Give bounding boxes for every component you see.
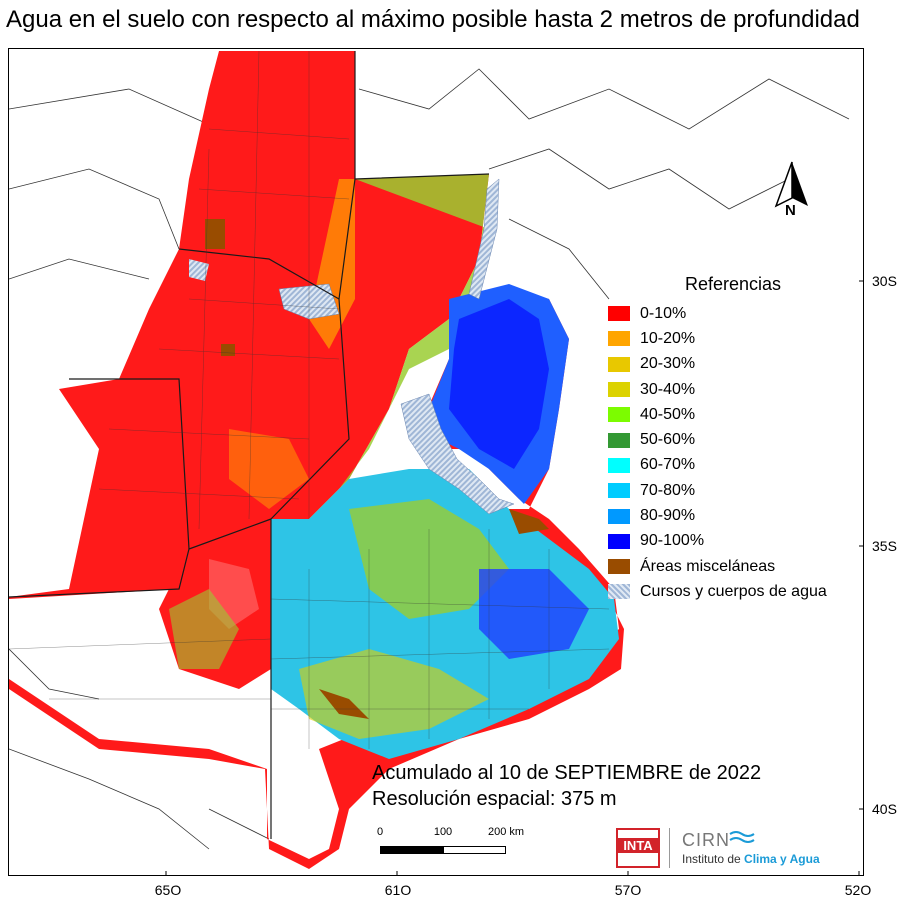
cirn-waves-icon bbox=[729, 831, 755, 843]
legend-swatch bbox=[608, 356, 630, 372]
legend-label: 20-30% bbox=[640, 355, 696, 373]
map-frame bbox=[8, 48, 864, 876]
north-label: N bbox=[785, 202, 796, 219]
x-tick-label: 57O bbox=[614, 882, 642, 898]
y-tick-label: 30S bbox=[872, 273, 897, 289]
legend-item: 10-20% bbox=[600, 326, 860, 351]
scale-label: 100 bbox=[433, 826, 453, 838]
legend-swatch bbox=[608, 331, 630, 347]
legend-item: 40-50% bbox=[600, 402, 860, 427]
legend-item: Áreas misceláneas bbox=[600, 554, 860, 579]
legend-swatch bbox=[608, 533, 630, 549]
legend-label: 70-80% bbox=[640, 481, 696, 499]
soil-water-region bbox=[9, 51, 624, 869]
legend-label: 80-90% bbox=[640, 507, 696, 525]
legend-swatch bbox=[608, 432, 630, 448]
y-tick-label: 40S bbox=[872, 801, 897, 817]
legend-swatch bbox=[608, 559, 630, 575]
x-tick-label: 61O bbox=[384, 882, 412, 898]
legend-swatch bbox=[608, 584, 630, 600]
inta-logo-text: INTA bbox=[618, 838, 658, 853]
legend-item: 70-80% bbox=[600, 478, 860, 503]
resolution-note: Resolución espacial: 375 m bbox=[372, 788, 617, 810]
map-title: Agua en el suelo con respecto al máximo … bbox=[6, 6, 860, 33]
legend-item: Cursos y cuerpos de agua bbox=[600, 579, 860, 604]
legend-label: 90-100% bbox=[640, 532, 705, 550]
legend-swatch bbox=[608, 306, 630, 322]
legend-title: Referencias bbox=[684, 274, 782, 294]
north-arrow-icon: N bbox=[770, 160, 814, 224]
legend-item: 80-90% bbox=[600, 503, 860, 528]
legend-swatch bbox=[608, 483, 630, 499]
legend-label: 10-20% bbox=[640, 329, 696, 347]
scale-segment bbox=[443, 846, 506, 854]
legend-label: 60-70% bbox=[640, 456, 696, 474]
legend-swatch bbox=[608, 407, 630, 423]
legend-item: 60-70% bbox=[600, 453, 860, 478]
legend-item: 50-60% bbox=[600, 427, 860, 452]
cirn-sub-emph: Clima y Agua bbox=[744, 852, 820, 866]
legend-label: 50-60% bbox=[640, 431, 696, 449]
inta-logo: INTA bbox=[616, 828, 660, 868]
map-canvas bbox=[9, 50, 863, 875]
legend-label: Cursos y cuerpos de agua bbox=[640, 582, 827, 600]
scale-segment bbox=[380, 846, 443, 854]
legend-item: 20-30% bbox=[600, 352, 860, 377]
x-tick-label: 52O bbox=[844, 882, 872, 898]
date-note: Acumulado al 10 de SEPTIEMBRE de 2022 bbox=[372, 762, 762, 784]
legend-label: 30-40% bbox=[640, 380, 696, 398]
province-borders bbox=[9, 51, 490, 839]
legend-label: 40-50% bbox=[640, 405, 696, 423]
cirn-sub-prefix: Instituto de bbox=[682, 852, 745, 866]
legend-swatch bbox=[608, 508, 630, 524]
y-tick-label: 35S bbox=[872, 538, 897, 554]
scale-bar: 0 100 200 km bbox=[376, 826, 524, 858]
x-tick-label: 65O bbox=[154, 882, 182, 898]
legend-item: 90-100% bbox=[600, 529, 860, 554]
department-borders bbox=[9, 50, 610, 749]
scale-label: 200 km bbox=[487, 826, 525, 838]
legend-swatch bbox=[608, 382, 630, 398]
scale-label: 0 bbox=[376, 826, 384, 838]
axis-ticks bbox=[165, 280, 863, 875]
legend-label: Áreas misceláneas bbox=[640, 557, 776, 575]
legend: Referencias 0-10% 10-20% 20-30% 30-40% 40-50… bbox=[600, 274, 860, 605]
legend-item: 30-40% bbox=[600, 377, 860, 402]
legend-item: 0-10% bbox=[600, 301, 860, 326]
logo-divider bbox=[669, 828, 670, 868]
legend-swatch bbox=[608, 457, 630, 473]
region-north bbox=[9, 51, 624, 869]
cirn-subtitle: Instituto de Clima y Agua bbox=[682, 852, 820, 866]
legend-label: 0-10% bbox=[640, 304, 687, 322]
cirn-logo-text: CIRN bbox=[682, 830, 730, 850]
